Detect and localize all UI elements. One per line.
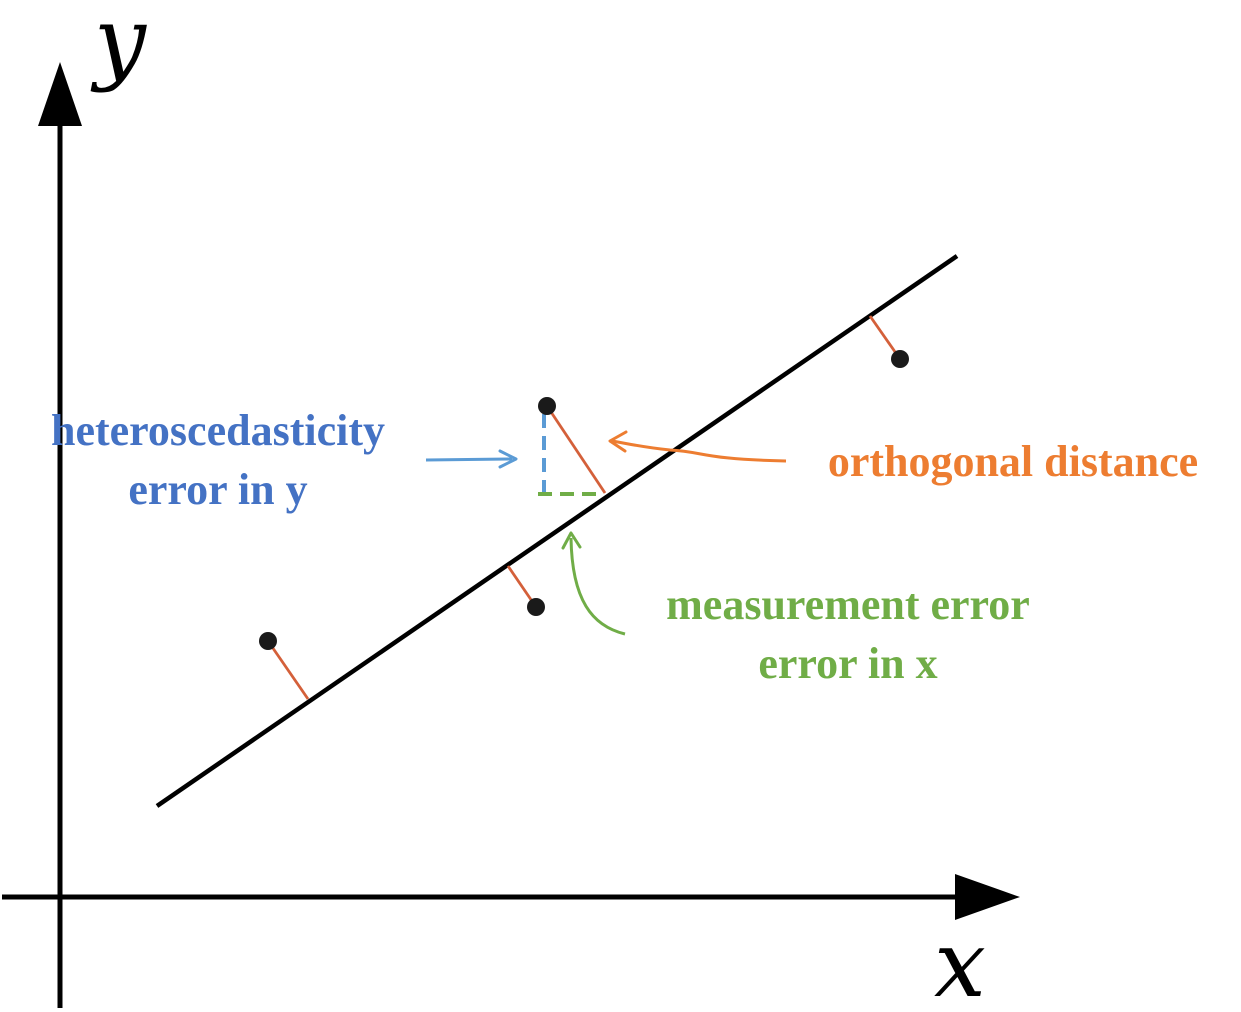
measurement-annotation: measurement error error in x — [561, 531, 1030, 688]
y-axis-arrowhead-icon — [38, 62, 82, 126]
data-point — [259, 632, 277, 650]
orthogonal-arrow-icon — [611, 439, 787, 463]
heteroscedasticity-arrow-icon — [425, 457, 513, 462]
data-point — [891, 350, 909, 368]
heteroscedasticity-label: heteroscedasticity — [51, 406, 385, 455]
x-axis-arrowhead-icon — [955, 874, 1020, 920]
measurement-error-label: measurement error — [666, 580, 1030, 629]
y-axis-label: y — [90, 0, 147, 94]
regression-line — [155, 254, 959, 808]
data-point — [527, 598, 545, 616]
residual-segment — [545, 405, 607, 494]
measurement-arrowhead-icon — [561, 531, 582, 550]
orthogonal-arrowhead-icon — [608, 430, 628, 453]
orthogonal-distance-label: orthogonal distance — [828, 437, 1198, 486]
heteroscedasticity-arrowhead-icon — [498, 449, 518, 469]
error-in-y-label: error in y — [128, 465, 307, 514]
data-point — [538, 397, 556, 415]
measurement-arrow-icon — [569, 537, 626, 636]
residual-segment — [266, 640, 310, 700]
axes: y x — [2, 0, 1020, 1012]
data-points — [259, 350, 909, 650]
x-axis-label: x — [934, 911, 986, 1012]
orthogonal-annotation: orthogonal distance — [608, 430, 1198, 486]
error-in-x-label: error in x — [758, 639, 937, 688]
heteroscedasticity-annotation: heteroscedasticity error in y — [51, 406, 518, 514]
